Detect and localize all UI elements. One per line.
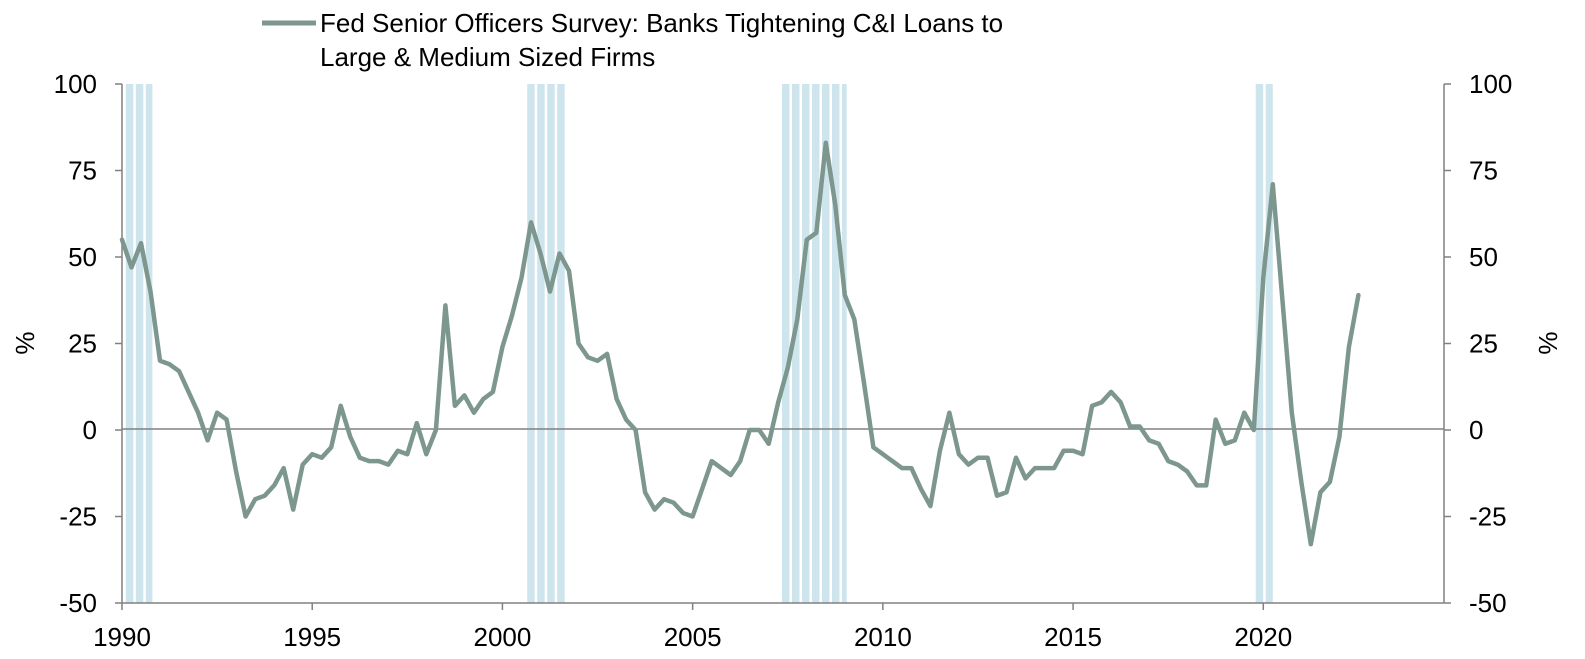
- ticks-layer: 100 75 50 25 0 -25 -50 100 75 50 25 0 -25 -50 1990 1995…: [54, 69, 1513, 652]
- x-tick-label: 2015: [1044, 622, 1102, 652]
- recession-stripe: [125, 84, 134, 603]
- legend-label-line-2: Large & Medium Sized Firms: [320, 42, 655, 72]
- legend: Fed Senior Officers Survey: Banks Tighte…: [262, 8, 1003, 72]
- recession-stripe: [822, 84, 830, 603]
- recession-stripe: [1265, 84, 1273, 603]
- recession-band: [125, 84, 153, 603]
- left-y-tick-label: 25: [68, 329, 97, 359]
- recession-shading-layer: [125, 84, 1273, 603]
- right-y-tick-label: 25: [1469, 329, 1498, 359]
- right-axis-title: %: [1533, 331, 1563, 354]
- x-tick-label: 2010: [854, 622, 912, 652]
- series-line: [119, 140, 1361, 547]
- left-y-tick-label: -25: [59, 502, 97, 532]
- recession-band: [782, 84, 847, 603]
- left-axis-title: %: [10, 331, 40, 354]
- left-y-tick-label: -50: [59, 588, 97, 618]
- x-tick-label: 2005: [664, 622, 722, 652]
- right-y-tick-label: -50: [1469, 588, 1507, 618]
- series-layer: [119, 140, 1361, 547]
- right-y-tick-label: 100: [1469, 69, 1512, 99]
- recession-stripe: [557, 84, 565, 603]
- recession-stripe: [842, 84, 847, 603]
- recession-stripe: [782, 84, 790, 603]
- recession-stripe: [527, 84, 535, 603]
- left-y-tick-label: 75: [68, 156, 97, 186]
- recession-stripe: [812, 84, 820, 603]
- recession-stripe: [537, 84, 545, 603]
- left-y-tick-label: 50: [68, 242, 97, 272]
- x-tick-label: 2020: [1234, 622, 1292, 652]
- recession-stripe: [547, 84, 555, 603]
- recession-stripe: [135, 84, 144, 603]
- right-y-tick-label: -25: [1469, 502, 1507, 532]
- left-y-tick-label: 100: [54, 69, 97, 99]
- legend-label-line-1: Fed Senior Officers Survey: Banks Tighte…: [320, 8, 1003, 38]
- right-y-tick-label: 75: [1469, 156, 1498, 186]
- recession-stripe: [792, 84, 800, 603]
- recession-stripe: [802, 84, 810, 603]
- recession-stripe: [832, 84, 840, 603]
- left-y-tick-label: 0: [83, 415, 97, 445]
- x-tick-label: 1995: [283, 622, 341, 652]
- recession-band: [527, 84, 565, 603]
- recession-stripe: [145, 84, 153, 603]
- right-y-tick-label: 0: [1469, 415, 1483, 445]
- x-tick-label: 1990: [93, 622, 151, 652]
- x-tick-label: 2000: [474, 622, 532, 652]
- right-y-tick-label: 50: [1469, 242, 1498, 272]
